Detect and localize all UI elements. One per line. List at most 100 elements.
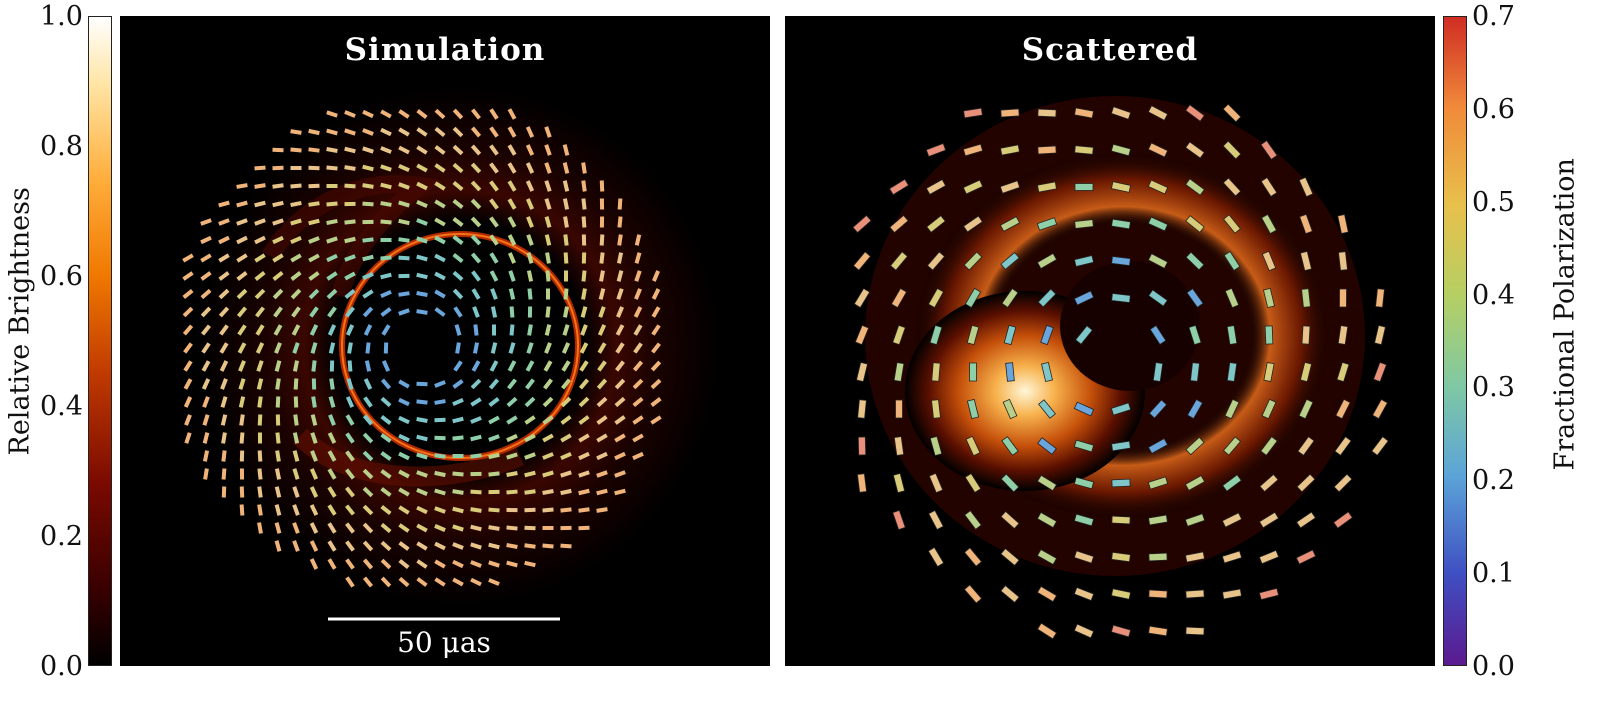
polarization-vector [928, 472, 944, 494]
polarization-vector [1261, 398, 1277, 420]
polarization-vector [272, 165, 284, 171]
polarization-vector [1148, 514, 1168, 526]
polarization-vector [1258, 587, 1280, 601]
polarization-vector [434, 435, 446, 441]
polarization-vector [380, 451, 392, 461]
polarization-vector [362, 183, 374, 189]
polarization-vector [380, 487, 392, 497]
polarization-vector [634, 234, 642, 246]
polarization-vector [1147, 438, 1169, 454]
polarization-vector [999, 216, 1021, 232]
polarization-colorbar-label: Fractional Polarization [1549, 158, 1581, 471]
polarization-vector [470, 126, 482, 138]
polarization-vector [201, 360, 211, 372]
polarization-vector [183, 396, 193, 408]
polarization-vector [1222, 474, 1242, 492]
polarization-vector [1185, 215, 1205, 233]
polarization-vector [652, 270, 660, 282]
polarization-vector [1073, 476, 1095, 490]
polarization-vector [525, 180, 535, 192]
polarization-vector [893, 436, 905, 456]
polarization-vector [596, 488, 608, 496]
polarization-vector [274, 540, 282, 552]
polarization-vector [470, 252, 482, 264]
polarization-vector [416, 309, 428, 315]
polarization-vector [218, 306, 230, 318]
polarization-vector [489, 144, 499, 156]
polarization-vector [362, 576, 374, 588]
polarization-vector [1148, 289, 1168, 307]
polarization-vector [560, 415, 572, 425]
polarization-vector [1000, 473, 1020, 493]
polarization-vector [544, 198, 552, 210]
polarization-vector [202, 450, 210, 462]
polarization-vector [416, 488, 428, 496]
polarization-vector [1264, 325, 1274, 345]
polarization-vector [380, 146, 392, 154]
polarization-vector [545, 270, 551, 282]
polarization-vector [380, 469, 392, 479]
polarization-vector [1110, 402, 1132, 416]
polarization-vector [581, 180, 587, 192]
polarization-vector [488, 471, 500, 477]
polarization-vector [239, 486, 245, 498]
polarization-vector [239, 414, 245, 426]
polarization-vector [1036, 585, 1058, 603]
polarization-vector [614, 488, 626, 496]
polarization-vector [362, 306, 374, 318]
polarization-vector [857, 399, 867, 419]
polarization-vector [999, 180, 1021, 194]
polarization-vector [1223, 250, 1241, 272]
polarization-vector [615, 324, 625, 336]
polarization-vector [272, 288, 284, 300]
polarization-vector [383, 342, 389, 354]
polarization-vector [239, 504, 245, 516]
polarization-vector [345, 522, 355, 534]
polarization-vector [1073, 439, 1095, 453]
polarization-vector [345, 468, 355, 480]
polarization-vector [272, 218, 284, 226]
polarization-vector [1036, 474, 1058, 492]
polarization-vector [524, 489, 536, 495]
polarization-vector [1147, 179, 1169, 195]
polarization-vector [398, 237, 410, 243]
simulation-image [120, 16, 770, 666]
polarization-vector [1111, 218, 1131, 230]
polarization-vector [507, 234, 517, 246]
polarization-vector [1073, 254, 1095, 268]
polarization-vector [544, 180, 552, 192]
polarization-vector [308, 183, 320, 189]
polarization-vector [1073, 623, 1095, 639]
polarization-vector [345, 414, 355, 426]
polarization-vector [381, 360, 391, 372]
polarization-vector [308, 128, 320, 136]
polarization-vector [362, 109, 374, 119]
polarization-vector [489, 126, 499, 138]
polarization-vector [1111, 440, 1131, 452]
polarization-vector [254, 200, 266, 208]
polarization-vector [290, 165, 302, 171]
polarization-vector [526, 234, 534, 246]
polarization-vector [890, 287, 908, 309]
polarization-vector [345, 396, 355, 408]
polarization-vector [579, 360, 589, 372]
polarization-vector [328, 396, 336, 408]
polarization-vector [928, 509, 944, 531]
polarization-vector [452, 288, 464, 300]
polarization-vector [542, 543, 554, 549]
brightness-colorbar-label: Relative Brightness [4, 187, 36, 456]
polarization-vector [311, 360, 317, 372]
polarization-vector [1259, 473, 1279, 493]
polarization-vector [1186, 398, 1204, 420]
polarization-vector [524, 415, 536, 425]
polarization-vector [488, 489, 500, 495]
polarization-vector [219, 324, 229, 336]
polarization-vector [490, 288, 498, 300]
polarization-vector [1222, 140, 1242, 160]
polarization-vector [1261, 250, 1277, 272]
polarization-vector [1003, 324, 1017, 346]
polarization-vector [962, 143, 984, 157]
polarization-vector [470, 144, 482, 156]
polarization-colorbar [1443, 16, 1467, 666]
polarization-vector [238, 378, 246, 390]
